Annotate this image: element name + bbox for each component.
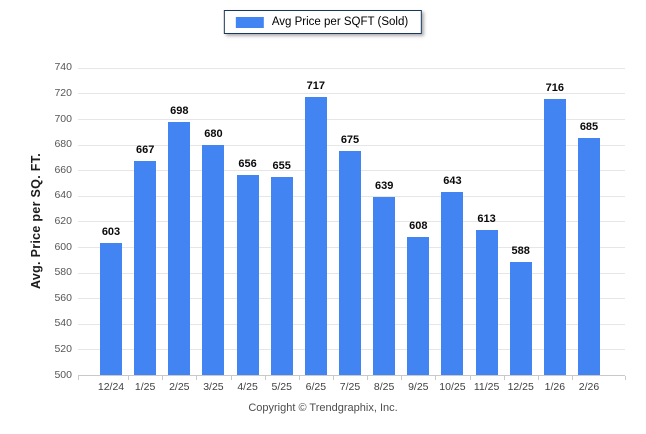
y-axis-tick-label: 600 [54,240,72,253]
x-axis-tick-mark [78,376,79,380]
bar-value-label: 685 [579,121,599,134]
x-axis-tick-mark [298,376,300,380]
bar-value-label: 716 [545,81,565,94]
x-axis-tick-mark [503,376,505,380]
x-axis-tick-mark [401,376,403,380]
x-axis-tick-mark [230,376,232,380]
x-axis-tick-mark [571,376,573,380]
gridline [78,144,625,146]
bar-value-label: 613 [477,213,496,226]
x-axis-tick-label: 6/25 [305,381,327,393]
x-axis-tick-mark [469,376,471,380]
legend[interactable]: Avg Price per SQFT (Sold) [223,10,423,34]
y-axis-tick-label: 620 [54,214,72,227]
bar[interactable] [168,121,191,375]
bar-value-label: 608 [409,219,428,232]
y-axis-tick-label: 700 [54,112,72,125]
bar[interactable] [100,243,122,375]
gridline [78,93,625,95]
x-axis-tick-mark [128,376,130,380]
bar[interactable] [441,191,464,375]
bar[interactable] [202,144,225,375]
bar[interactable] [475,230,498,375]
x-axis-tick-mark [196,376,198,380]
y-axis-tick-label: 740 [54,61,72,74]
copyright-text: Copyright © Trendgraphix, Inc. [248,402,398,414]
bar-value-label: 655 [272,159,291,172]
bar-value-label: 656 [238,158,257,171]
bar[interactable] [236,175,259,375]
bar[interactable] [304,97,327,375]
bar[interactable] [270,176,293,375]
y-axis-tick-label: 520 [54,342,72,355]
y-axis-tick-label: 660 [54,163,72,176]
x-axis-tick-label: 11/25 [473,381,500,393]
legend-label: Avg Price per SQFT (Sold) [271,16,409,28]
x-axis-tick-label: 4/25 [237,381,258,393]
y-axis-tick-label: 540 [54,317,72,330]
y-axis-tick-label: 640 [54,189,72,202]
x-axis-tick-label: 1/26 [544,381,566,393]
x-axis-tick-mark [625,376,626,380]
bar-value-label: 680 [204,127,223,140]
legend-swatch-icon [235,16,264,28]
bar-value-label: 675 [340,134,360,146]
x-axis-tick-label: 12/25 [507,381,534,393]
gridline [78,119,625,120]
x-axis-tick-mark [264,376,266,380]
x-axis-tick-mark [332,376,334,380]
bar-value-label: 639 [374,180,394,193]
x-axis-tick-label: 8/25 [373,381,395,393]
x-axis-tick-label: 12/24 [97,381,125,393]
x-axis-tick-label: 9/25 [408,381,429,393]
bar-value-label: 717 [306,80,326,93]
x-axis-tick-label: 10/25 [439,381,466,393]
y-axis-tick-label: 720 [54,86,72,99]
bar-value-label: 603 [101,226,121,239]
x-axis-tick-mark [367,376,369,380]
x-axis-tick-mark [537,376,539,380]
bar[interactable] [509,262,532,375]
y-axis-tick-label: 680 [54,138,72,151]
x-axis-tick-label: 1/25 [134,381,156,393]
bar[interactable] [134,161,157,375]
x-axis-tick-label: 3/25 [203,381,224,393]
bar-value-label: 588 [511,245,530,258]
bar[interactable] [578,138,600,375]
bar[interactable] [543,98,566,375]
x-axis-tick-label: 2/25 [169,381,190,393]
bar[interactable] [339,151,361,375]
bar[interactable] [373,197,396,375]
bar-value-label: 643 [443,174,462,187]
bar-value-label: 667 [135,144,155,157]
x-axis-line [78,375,625,376]
x-axis-tick-mark [162,376,164,380]
y-axis-tick-label: 500 [54,368,72,381]
y-axis-tick-label: 560 [54,291,72,304]
x-axis-tick-label: 5/25 [271,381,292,393]
x-axis-tick-mark [435,376,437,380]
x-axis-tick-label: 7/25 [339,381,361,393]
gridline [78,67,625,69]
y-axis-tick-label: 580 [54,266,72,279]
x-axis-tick-label: 2/26 [578,381,600,393]
bar[interactable] [407,236,430,375]
bar-value-label: 698 [170,104,189,117]
